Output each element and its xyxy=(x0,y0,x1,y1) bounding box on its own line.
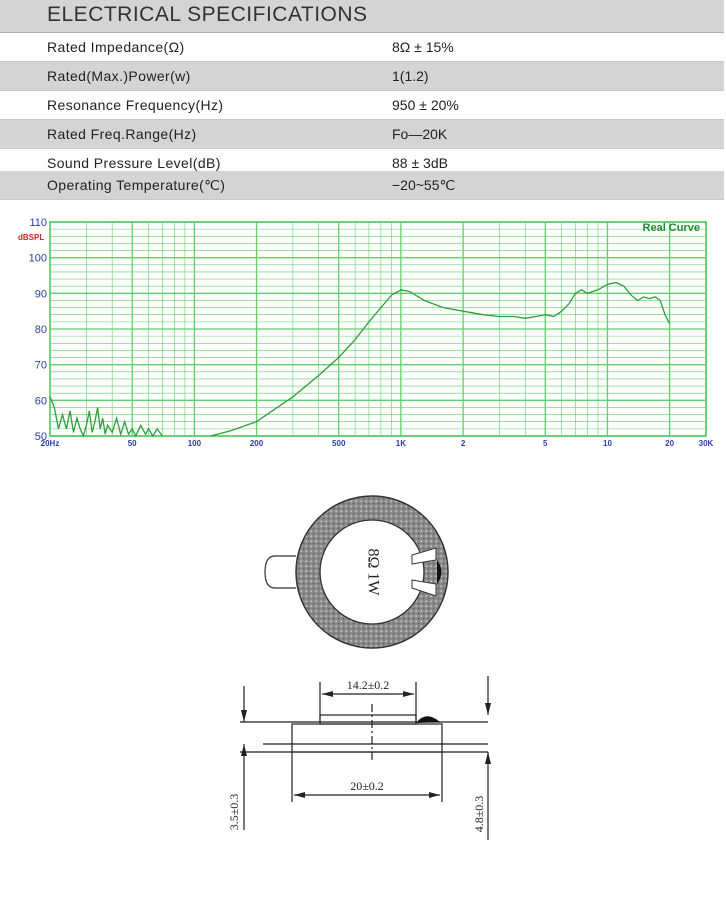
terminal-bump xyxy=(416,716,440,723)
spec-param: Rated Impedance(Ω) xyxy=(47,39,185,55)
spec-param: Sound Pressure Level(dB) xyxy=(47,155,221,171)
frame-body xyxy=(291,723,443,753)
spec-row: Resonance Frequency(Hz) 950 ± 20% xyxy=(0,91,724,120)
x-tick-label: 20 xyxy=(665,439,674,448)
dim-label-inner: 14.2±0.2 xyxy=(347,678,390,692)
terminal-pad xyxy=(437,560,442,584)
series-line xyxy=(210,281,671,437)
spec-param: Rated Freq.Range(Hz) xyxy=(47,126,197,142)
y-tick-label: 70 xyxy=(35,360,47,372)
mechanical-drawings: 8Ω 1W xyxy=(0,460,726,900)
speaker-side-view xyxy=(240,676,491,840)
spec-param: Resonance Frequency(Hz) xyxy=(47,97,224,113)
spec-value: −20~55℃ xyxy=(392,177,456,193)
y-tick-label: 60 xyxy=(35,395,47,407)
chart-grid xyxy=(49,221,707,437)
x-tick-label: 50 xyxy=(128,439,137,448)
arrow xyxy=(322,691,333,697)
dim-label-right: 4.8±0.3 xyxy=(472,796,486,833)
spec-value: 1(1.2) xyxy=(392,68,429,84)
arrow xyxy=(241,744,247,756)
spec-param: Rated(Max.)Power(w) xyxy=(47,68,191,84)
y-tick-label: 50 xyxy=(35,431,47,443)
magnet-body xyxy=(319,714,417,725)
arrow xyxy=(485,752,491,764)
speaker-cone xyxy=(319,519,425,625)
terminal-slot xyxy=(411,579,437,597)
spec-row: Rated Freq.Range(Hz) Fo—20K xyxy=(0,120,724,149)
arrow xyxy=(241,710,247,722)
x-tick-label: 30K xyxy=(699,439,714,448)
dim-label-left: 3.5±0.3 xyxy=(227,794,241,831)
drawing-svg: 8Ω 1W xyxy=(227,495,491,840)
speaker-top-view: 8Ω 1W xyxy=(264,495,449,649)
arrow xyxy=(429,792,440,798)
speaker-face-label: 8Ω 1W xyxy=(364,549,381,597)
dim-label-outer: 20±0.2 xyxy=(350,779,384,793)
spec-value: Fo—20K xyxy=(392,126,448,142)
x-tick-label: 10 xyxy=(603,439,612,448)
arrow xyxy=(485,703,491,715)
spec-row: Rated(Max.)Power(w) 1(1.2) xyxy=(0,62,724,91)
x-tick-label: 1K xyxy=(396,439,406,448)
spec-value: 8Ω ± 15% xyxy=(392,39,454,55)
arrow xyxy=(294,792,305,798)
arrow xyxy=(403,691,414,697)
x-tick-label: 5 xyxy=(543,439,548,448)
spec-header: ELECTRICAL SPECIFICATIONS xyxy=(0,0,724,33)
x-tick-label: 100 xyxy=(188,439,202,448)
y-tick-label: 90 xyxy=(35,288,47,300)
chart-title: Real Curve xyxy=(643,222,700,234)
spec-param: Operating Temperature(℃) xyxy=(47,177,226,193)
y-tick-label: 110 xyxy=(29,217,47,229)
x-tick-label: 2 xyxy=(461,439,466,448)
frequency-response-chart: 50 60 70 80 90 100 110 20Hz 50 100 200 500 1K 2 5 10 20 3… xyxy=(0,210,726,455)
spec-row: Rated Impedance(Ω) 8Ω ± 15% xyxy=(0,33,724,62)
chart-lines xyxy=(49,281,671,438)
spec-value: 88 ± 3dB xyxy=(392,155,448,171)
spec-title: ELECTRICAL SPECIFICATIONS xyxy=(47,3,368,26)
terminal-slot xyxy=(411,547,437,565)
series-line xyxy=(49,396,163,438)
lead-tab xyxy=(264,555,296,589)
spec-row: Operating Temperature(℃) −20~55℃ xyxy=(0,171,724,200)
chart-ylabel: dBSPL xyxy=(18,233,44,242)
x-tick-label: 500 xyxy=(332,439,346,448)
y-tick-label: 80 xyxy=(35,324,47,336)
x-tick-label: 20Hz xyxy=(41,439,60,448)
y-tick-label: 100 xyxy=(29,253,47,265)
x-tick-label: 200 xyxy=(250,439,264,448)
spec-value: 950 ± 20% xyxy=(392,97,459,113)
